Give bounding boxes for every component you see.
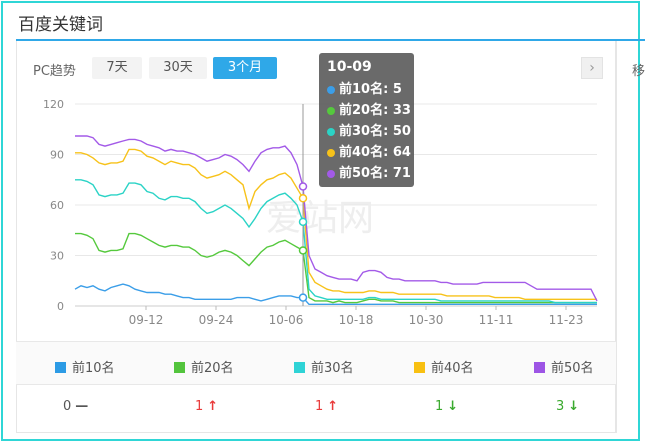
legend-item-top10[interactable]: 前10名	[55, 357, 115, 376]
series-dot-icon	[327, 127, 335, 136]
legend-swatch	[414, 362, 425, 373]
series-line	[75, 135, 598, 302]
hover-marker	[298, 293, 308, 302]
legend-swatch	[294, 362, 305, 373]
tooltip-row: 前40名: 64	[327, 142, 411, 163]
legend-swatch	[174, 362, 185, 373]
watermark-text: 爱站网	[266, 198, 374, 239]
page-title: 百度关键词	[18, 15, 103, 35]
x-tick-label: 11-11	[479, 313, 514, 327]
dash-icon: —	[75, 399, 89, 414]
hover-marker	[298, 194, 308, 203]
chart-panel	[16, 41, 616, 433]
y-tick-label: 90	[50, 149, 64, 162]
chevron-right-icon[interactable]: ›	[581, 57, 603, 79]
y-tick-label: 0	[57, 300, 64, 313]
title-underline	[16, 39, 645, 41]
legend-label: 前40名	[431, 361, 474, 376]
arrow-down-icon: ↓	[447, 399, 459, 414]
legend-label: 前10名	[72, 361, 115, 376]
change-top50: 3 ↓	[556, 399, 579, 414]
tooltip-row-label: 前30名: 50	[339, 124, 411, 139]
change-value: 1	[195, 399, 204, 414]
legend-row: 前10名 前20名 前30名 前40名 前50名	[16, 341, 616, 385]
x-tick-label: 10-18	[339, 313, 374, 327]
widget-frame	[1, 1, 640, 441]
tooltip-row: 前20名: 33	[327, 100, 411, 121]
x-tick-label: 11-23	[549, 313, 584, 327]
legend-label: 前20名	[191, 361, 234, 376]
change-top30: 1 ↑	[315, 399, 338, 414]
tooltip-date: 10-09	[327, 59, 372, 75]
change-top10: 0—	[63, 399, 88, 414]
y-tick-label: 30	[50, 250, 64, 263]
hover-marker	[298, 182, 308, 191]
change-value: 3	[556, 399, 565, 414]
panel-divider	[616, 41, 617, 433]
arrow-up-icon: ↑	[207, 399, 219, 414]
series-dot-icon	[327, 106, 335, 115]
legend-item-top50[interactable]: 前50名	[534, 357, 594, 376]
legend-item-top30[interactable]: 前30名	[294, 357, 354, 376]
chart-tooltip: 10-09 前10名: 5 前20名: 33 前30名: 50 前40名: 64 前50…	[319, 53, 414, 187]
tab-30-days[interactable]: 30天	[149, 57, 207, 79]
tab-3-months[interactable]: 3个月	[213, 57, 277, 79]
legend-item-top40[interactable]: 前40名	[414, 357, 474, 376]
tooltip-row-label: 前40名: 64	[339, 145, 411, 160]
tooltip-row-label: 前10名: 5	[339, 82, 402, 97]
x-tick-label: 09-12	[129, 313, 164, 327]
change-value: 0	[63, 399, 72, 414]
tooltip-row: 前50名: 71	[327, 163, 411, 184]
legend-swatch	[534, 362, 545, 373]
change-value: 1	[315, 399, 324, 414]
x-tick-label: 10-30	[409, 313, 444, 327]
tooltip-row-label: 前20名: 33	[339, 103, 411, 118]
series-line	[74, 283, 597, 305]
tooltip-row: 前10名: 5	[327, 79, 406, 100]
mobile-trend-label: 移	[632, 64, 645, 79]
series-line	[75, 179, 597, 304]
tooltip-row: 前30名: 50	[327, 121, 411, 142]
legend-swatch	[55, 362, 66, 373]
series-line	[75, 148, 597, 300]
series-line	[75, 232, 597, 304]
legend-item-top20[interactable]: 前20名	[174, 357, 234, 376]
legend-label: 前30名	[311, 361, 354, 376]
hover-marker	[298, 217, 308, 227]
arrow-down-icon: ↓	[568, 399, 580, 414]
y-tick-label: 120	[43, 98, 64, 111]
arrow-up-icon: ↑	[327, 399, 339, 414]
change-value: 1	[435, 399, 444, 414]
pc-trend-label: PC趋势	[33, 64, 76, 79]
legend-label: 前50名	[551, 361, 594, 376]
x-tick-label: 10-06	[269, 313, 304, 327]
tooltip-row-label: 前50名: 71	[339, 166, 411, 181]
hover-marker	[298, 246, 308, 255]
y-tick-label: 60	[50, 199, 64, 212]
change-top20: 1 ↑	[195, 399, 218, 414]
series-dot-icon	[327, 169, 335, 178]
series-dot-icon	[327, 85, 335, 94]
series-dot-icon	[327, 148, 335, 157]
tab-7-days[interactable]: 7天	[92, 57, 142, 79]
x-tick-label: 09-24	[199, 313, 234, 327]
change-top40: 1 ↓	[435, 399, 458, 414]
